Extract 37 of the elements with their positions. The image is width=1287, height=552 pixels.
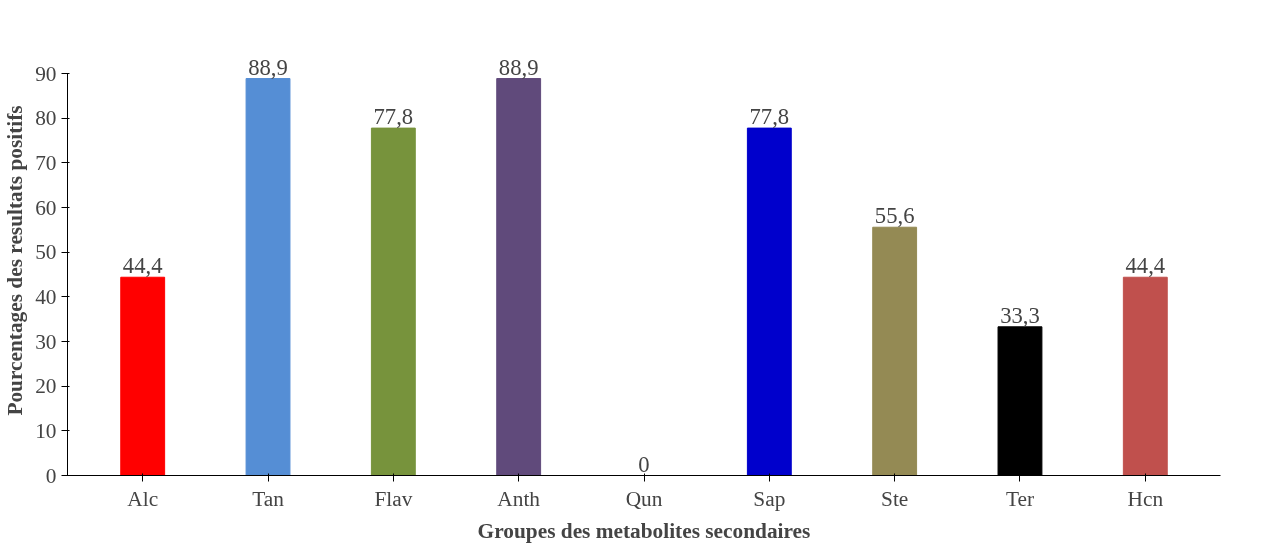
x-tick-label: Sap (753, 486, 786, 511)
bar (872, 226, 918, 476)
y-tick-label: 70 (35, 150, 57, 175)
y-axis-title: Pourcentages des resultats positifs (3, 105, 28, 416)
data-label: 55,6 (874, 203, 915, 229)
y-tick-label: 10 (35, 418, 57, 443)
bar (120, 276, 166, 476)
data-label: 0 (638, 451, 650, 477)
data-label: 77,8 (373, 104, 414, 130)
y-tick-label: 40 (35, 284, 57, 309)
x-tick-label: Hcn (1127, 486, 1164, 511)
data-label: 33,3 (1000, 302, 1040, 328)
data-label: 88,9 (498, 54, 539, 80)
bar (370, 127, 416, 476)
y-tick-label: 20 (35, 374, 57, 399)
x-tick-label: Ste (881, 486, 909, 511)
bar (746, 127, 792, 476)
x-tick-label: Alc (127, 486, 159, 511)
bar (1122, 276, 1168, 476)
y-tick-label: 50 (35, 240, 57, 265)
y-tick-label: 80 (35, 106, 57, 131)
data-label: 44,4 (1125, 253, 1166, 279)
y-tick-label: 60 (35, 195, 57, 220)
x-tick-label: Flav (374, 486, 413, 511)
x-tick-label: Anth (497, 486, 541, 511)
y-tick-label: 30 (35, 329, 57, 354)
data-label: 88,9 (248, 54, 288, 80)
data-label: 44,4 (122, 253, 163, 279)
x-tick-label: Qun (625, 486, 663, 511)
x-axis-title: Groupes des metabolites secondaires (477, 518, 811, 543)
x-tick-label: Ter (1005, 486, 1035, 511)
data-label: 77,8 (749, 104, 790, 130)
y-tick-label: 90 (35, 61, 57, 86)
y-tick-label: 0 (45, 463, 57, 488)
x-tick-label: Tan (252, 486, 285, 511)
bar (245, 78, 291, 476)
bar (496, 78, 542, 476)
